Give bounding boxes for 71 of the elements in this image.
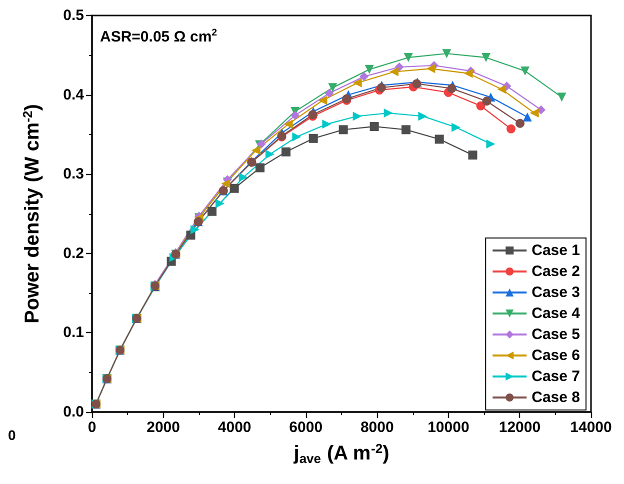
x-tick-label: 6000 <box>289 419 323 436</box>
y-tick-label: 0.0 <box>63 404 84 420</box>
point <box>520 66 530 76</box>
legend-label: Case 4 <box>532 305 581 322</box>
x-tick-label: 14000 <box>570 419 612 436</box>
point <box>190 225 200 234</box>
point <box>516 118 525 128</box>
point <box>404 53 413 62</box>
legend-label: Case 5 <box>532 326 580 343</box>
point <box>292 132 302 142</box>
point <box>506 124 516 134</box>
legend-label: Case 8 <box>532 389 580 406</box>
x-tick-label: 4000 <box>218 419 252 436</box>
point <box>376 83 386 92</box>
point <box>266 150 274 159</box>
point <box>338 125 348 134</box>
point <box>402 125 411 134</box>
point <box>256 163 265 172</box>
point <box>360 72 369 82</box>
x-tick-label: 8000 <box>360 419 394 436</box>
point <box>364 64 374 74</box>
point <box>434 134 444 144</box>
y-tick-label: 0.3 <box>63 166 84 183</box>
point <box>447 84 456 93</box>
point <box>238 172 248 182</box>
point <box>290 110 300 120</box>
x-tick-label: 12000 <box>498 419 541 436</box>
point <box>418 112 428 121</box>
point <box>530 108 539 118</box>
point <box>468 150 478 160</box>
point <box>497 84 506 94</box>
point <box>251 146 260 155</box>
point <box>308 134 318 143</box>
point <box>384 108 393 118</box>
point <box>482 53 491 62</box>
y-tick-label: 0.5 <box>63 7 84 24</box>
point <box>328 83 338 92</box>
y-axis-title: Power density (W cm-2) <box>20 104 44 324</box>
legend-label: Case 3 <box>532 284 580 301</box>
point <box>318 96 328 105</box>
point <box>324 88 334 98</box>
x-tick-label: 10000 <box>428 419 470 436</box>
point <box>442 49 452 58</box>
x-tick-label: 2000 <box>146 419 180 436</box>
point <box>522 112 532 122</box>
legend-label: Case 7 <box>532 368 580 385</box>
y-tick-label: 0.4 <box>63 86 85 104</box>
point <box>482 96 492 106</box>
legend-label: Case 2 <box>532 263 580 280</box>
point <box>352 78 362 88</box>
point <box>230 184 239 193</box>
point <box>394 62 404 72</box>
point <box>464 68 473 78</box>
point <box>370 122 379 132</box>
point <box>208 206 217 216</box>
y-tick-label: 0.2 <box>63 244 84 262</box>
point <box>284 120 293 129</box>
point <box>476 101 486 110</box>
y-tick-label: 0.1 <box>63 324 84 342</box>
point <box>452 122 461 132</box>
point <box>215 198 224 208</box>
point <box>426 64 436 74</box>
point <box>557 92 566 102</box>
point <box>486 139 496 148</box>
legend-label: Case 1 <box>532 242 580 259</box>
legend-label: Case 6 <box>532 347 580 364</box>
point <box>352 112 362 121</box>
x-tick-label: 0 <box>88 419 96 436</box>
point <box>282 147 291 156</box>
point <box>390 67 399 76</box>
point <box>322 120 332 129</box>
